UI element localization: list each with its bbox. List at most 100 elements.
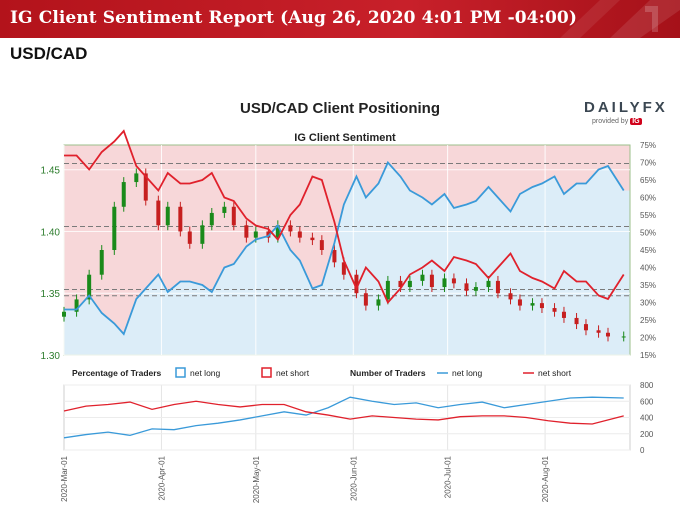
candle-body-45 bbox=[561, 311, 566, 318]
logo-provided-by: provided by IG bbox=[592, 118, 642, 125]
bottom-y-tick-0: 0 bbox=[640, 446, 645, 455]
report-banner: IG Client Sentiment Report (Aug 26, 2020… bbox=[0, 0, 680, 38]
bottom-y-tick-4: 800 bbox=[640, 381, 654, 390]
candle-body-44 bbox=[552, 308, 557, 312]
legend-percentage-label: Percentage of Traders bbox=[72, 368, 162, 378]
chart-subtitle: IG Client Sentiment bbox=[294, 132, 396, 144]
candle-body-31 bbox=[407, 280, 412, 288]
logo-provided-text: provided by bbox=[592, 118, 629, 125]
candle-body-39 bbox=[495, 280, 500, 294]
candle-body-6 bbox=[134, 173, 139, 183]
net-long-pct-line bbox=[64, 160, 625, 336]
candle-body-23 bbox=[319, 240, 324, 250]
candle-body-47 bbox=[583, 324, 588, 331]
bottom-y-tick-3: 600 bbox=[640, 397, 654, 406]
y-left-tick-1: 1.35 bbox=[41, 289, 61, 300]
candle-body-36 bbox=[464, 283, 469, 291]
y-right-tick-8: 55% bbox=[640, 211, 656, 220]
candle-body-43 bbox=[539, 303, 544, 309]
candle-body-46 bbox=[574, 317, 579, 325]
y-right-tick-12: 75% bbox=[640, 141, 656, 150]
candle-body-15 bbox=[231, 206, 236, 226]
candle-body-41 bbox=[517, 299, 522, 306]
candle-body-1 bbox=[74, 299, 79, 312]
candle-body-22 bbox=[310, 237, 315, 241]
candle-body-21 bbox=[297, 231, 302, 238]
y-right-tick-6: 45% bbox=[640, 246, 656, 255]
bottom-y-tick-1: 200 bbox=[640, 430, 654, 439]
x-tick-2: 2020-May-01 bbox=[252, 455, 261, 503]
candle-body-35 bbox=[451, 278, 456, 284]
candle-body-12 bbox=[200, 225, 205, 244]
candle-body-33 bbox=[429, 274, 434, 288]
y-right-tick-5: 40% bbox=[640, 264, 656, 273]
net-long-count-line bbox=[63, 396, 624, 439]
candle-body-19 bbox=[275, 225, 280, 238]
report-title: IG Client Sentiment Report (Aug 26, 2020… bbox=[10, 8, 577, 28]
legend-pct-long-swatch bbox=[175, 367, 186, 378]
candle-body-18 bbox=[266, 231, 271, 238]
x-tick-5: 2020-Aug-01 bbox=[541, 455, 550, 502]
candle-body-9 bbox=[165, 206, 170, 226]
candle-body-8 bbox=[156, 200, 161, 226]
candle-body-28 bbox=[376, 299, 381, 306]
net-short-count-line bbox=[63, 400, 624, 425]
candle-body-38 bbox=[486, 280, 491, 288]
candle-body-5 bbox=[121, 182, 126, 207]
y-right-tick-1: 20% bbox=[640, 334, 656, 343]
x-tick-0: 2020-Mar-01 bbox=[60, 455, 69, 501]
candle-body-2 bbox=[87, 274, 92, 300]
y-right-tick-7: 50% bbox=[640, 229, 656, 238]
candle-body-13 bbox=[209, 212, 214, 226]
candle-body-25 bbox=[341, 262, 346, 275]
candle-body-26 bbox=[354, 274, 359, 294]
candle-body-48 bbox=[596, 330, 601, 333]
y-right-tick-9: 60% bbox=[640, 194, 656, 203]
candle-body-37 bbox=[473, 287, 478, 291]
y-right-tick-10: 65% bbox=[640, 176, 656, 185]
candle-body-17 bbox=[253, 231, 258, 238]
candle-body-7 bbox=[143, 173, 148, 201]
candle-body-14 bbox=[222, 206, 227, 213]
legend-pct-long-label: net long bbox=[190, 368, 221, 378]
y-left-tick-3: 1.45 bbox=[41, 166, 61, 177]
bottom-y-tick-2: 400 bbox=[640, 414, 654, 423]
chart-title: USD/CAD Client Positioning bbox=[240, 100, 440, 117]
candle-body-27 bbox=[363, 293, 368, 306]
candle-body-10 bbox=[178, 206, 183, 232]
x-tick-4: 2020-Jul-01 bbox=[444, 455, 453, 498]
net-long-area bbox=[64, 162, 630, 355]
y-left-tick-0: 1.30 bbox=[41, 351, 61, 362]
candle-body-40 bbox=[508, 293, 513, 300]
legend-pct-short-swatch bbox=[261, 367, 272, 378]
candle-body-34 bbox=[442, 278, 447, 288]
dailyfx-logo: DAILYFX provided by IG bbox=[584, 99, 668, 130]
candle-body-0 bbox=[62, 311, 66, 317]
y-right-tick-11: 70% bbox=[640, 159, 656, 168]
candle-body-50 bbox=[621, 336, 626, 338]
net-short-pct-line bbox=[64, 129, 625, 305]
y-right-tick-2: 25% bbox=[640, 316, 656, 325]
y-right-tick-4: 35% bbox=[640, 281, 656, 290]
candle-body-11 bbox=[187, 231, 192, 244]
logo-wordmark: DAILYFX bbox=[584, 99, 668, 116]
x-tick-1: 2020-Apr-01 bbox=[157, 455, 166, 500]
ig-logo: IG bbox=[630, 118, 642, 125]
candle-body-30 bbox=[398, 280, 403, 288]
candle-body-42 bbox=[530, 303, 535, 306]
candle-body-32 bbox=[420, 274, 425, 281]
y-right-tick-3: 30% bbox=[640, 299, 656, 308]
legend-num-short-label: net short bbox=[538, 368, 572, 378]
candle-body-29 bbox=[385, 280, 390, 300]
candle-body-49 bbox=[605, 332, 610, 337]
candle-body-3 bbox=[99, 250, 104, 275]
legend-pct-short-label: net short bbox=[276, 368, 310, 378]
y-left-tick-2: 1.40 bbox=[41, 227, 61, 238]
candle-body-24 bbox=[332, 250, 337, 263]
legend-num-long-label: net long bbox=[452, 368, 483, 378]
candle-body-4 bbox=[112, 206, 117, 250]
banner-decoration bbox=[560, 0, 680, 38]
x-tick-3: 2020-Jun-01 bbox=[349, 455, 358, 500]
y-right-tick-0: 15% bbox=[640, 351, 656, 360]
